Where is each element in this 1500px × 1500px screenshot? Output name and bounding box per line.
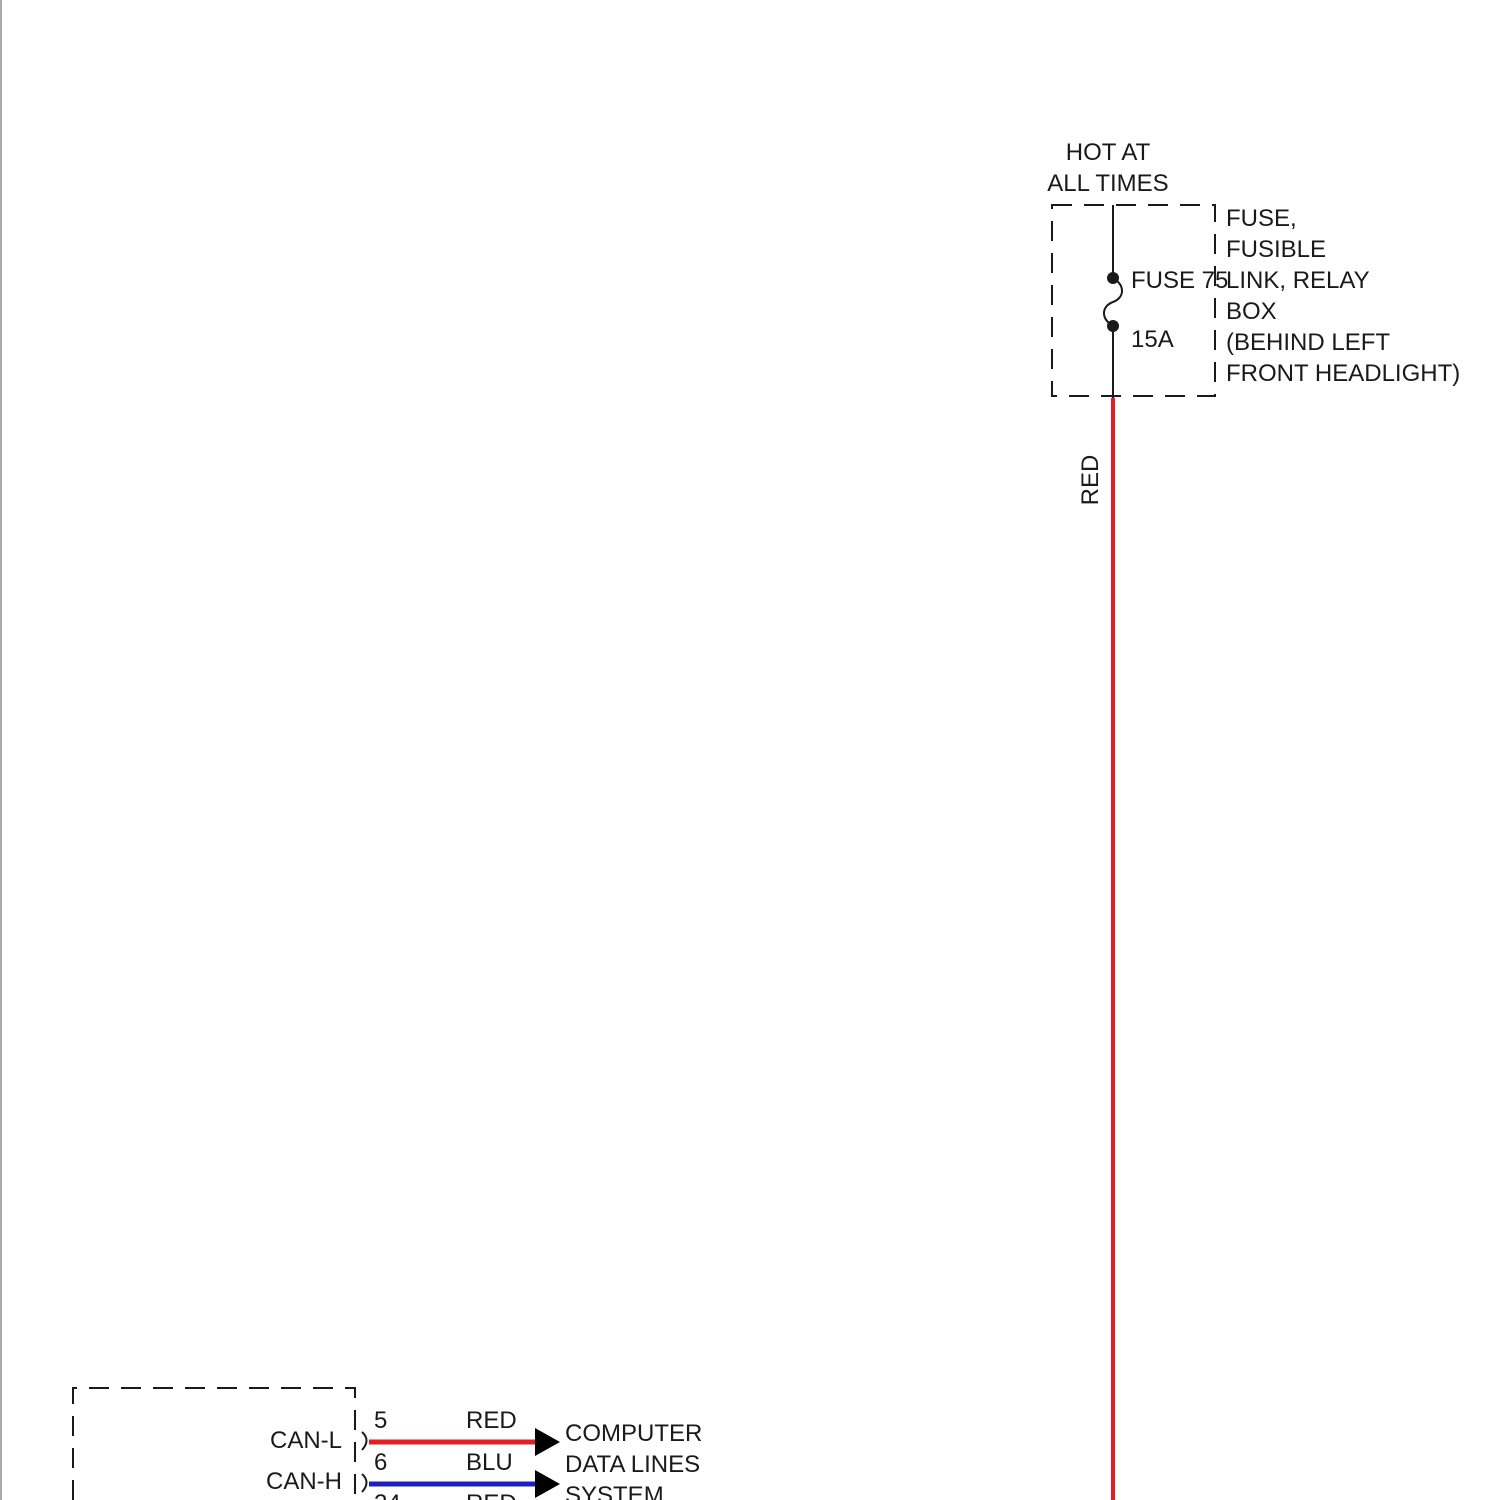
fuse-terminal-bottom [1107, 320, 1119, 332]
pin-row-can-l: CAN-L 5 RED [270, 1407, 560, 1456]
destination-line-3: SYSTEM [565, 1482, 664, 1500]
destination-line-2: DATA LINES [565, 1451, 700, 1478]
fuse-box-line-1: FUSE, [1226, 205, 1297, 232]
power-source-label: HOT AT ALL TIMES [1047, 139, 1168, 197]
pin-signal-label: CAN-H [266, 1468, 342, 1495]
main-wire-color-label: RED [1077, 455, 1104, 506]
fuse-box-line-6: FRONT HEADLIGHT) [1226, 360, 1460, 387]
pin-row-3: 24 RED [374, 1490, 517, 1500]
power-source-line-1: HOT AT [1066, 139, 1151, 166]
fuse-box-line-4: BOX [1226, 298, 1277, 325]
connector-symbol [361, 1473, 368, 1493]
fuse-element [1103, 277, 1123, 327]
wire-color-label: BLU [466, 1449, 513, 1476]
fuse-box-outline [1051, 204, 1216, 397]
destination-label: COMPUTER DATA LINES SYSTEM [565, 1420, 702, 1500]
pin-signal-label: CAN-L [270, 1427, 342, 1454]
wire-color-label: RED [466, 1490, 517, 1500]
fuse-symbol [1103, 205, 1123, 398]
pin-number: 6 [374, 1449, 387, 1476]
fuse-name: FUSE 75 [1131, 267, 1228, 294]
fuse-terminal-top [1107, 272, 1119, 284]
module-outline [72, 1387, 356, 1500]
wire-color-label: RED [466, 1407, 517, 1434]
fuse-box-label: FUSE, FUSIBLE LINK, RELAY BOX (BEHIND LE… [1226, 205, 1460, 387]
power-source-line-2: ALL TIMES [1047, 170, 1168, 197]
fuse-box-line-2: FUSIBLE [1226, 236, 1326, 263]
fuse-rating: 15A [1131, 326, 1174, 353]
fuse-box-line-5: (BEHIND LEFT [1226, 329, 1390, 356]
pin-number: 24 [374, 1490, 401, 1500]
fuse-box-line-3: LINK, RELAY [1226, 267, 1370, 294]
destination-line-1: COMPUTER [565, 1420, 702, 1447]
pin-row-can-h: CAN-H 6 BLU [266, 1449, 560, 1498]
wire-arrow [535, 1428, 560, 1456]
connector-symbol [361, 1431, 368, 1451]
pin-number: 5 [374, 1407, 387, 1434]
wire-arrow [535, 1470, 560, 1498]
